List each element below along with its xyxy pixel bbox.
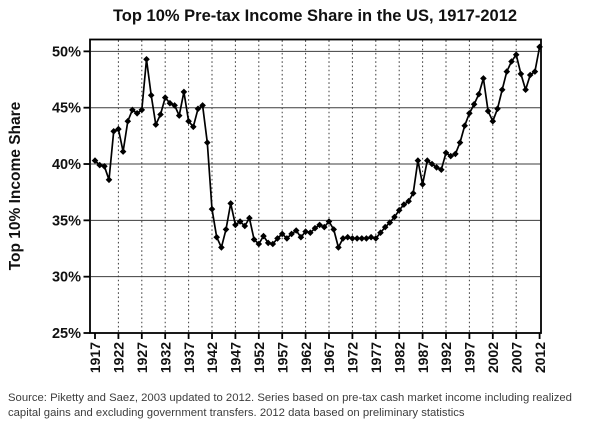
series-markers — [91, 43, 543, 251]
x-tick-label: 1982 — [391, 342, 407, 373]
x-tick-label: 1987 — [415, 342, 431, 373]
x-tick-label: 2012 — [532, 342, 548, 373]
x-tick-label: 1977 — [368, 342, 384, 373]
x-tick-label: 1952 — [251, 342, 267, 373]
x-tick-label: 1932 — [157, 342, 173, 373]
y-tick-label: 40% — [52, 157, 81, 173]
x-tick-label: 1962 — [298, 342, 314, 373]
source-note: Source: Piketty and Saez, 2003 updated t… — [8, 391, 606, 421]
x-tick-label: 1947 — [228, 342, 244, 373]
y-tick-label: 35% — [52, 213, 81, 229]
x-tick-label: 2007 — [508, 342, 524, 373]
x-tick-label: 2002 — [485, 342, 501, 373]
series-line — [94, 46, 541, 249]
y-axis-title: Top 10% Income Share — [7, 101, 24, 270]
source-note-line2: capital gains and excluding government t… — [8, 407, 465, 419]
x-tick-label: 1927 — [134, 342, 150, 373]
y-tick-label: 30% — [52, 270, 81, 286]
x-tick-label: 1992 — [438, 342, 454, 373]
plot-frame — [89, 38, 542, 334]
x-tick-label: 1972 — [345, 342, 361, 373]
x-tick-label: 1942 — [204, 342, 220, 373]
y-tick-label: 45% — [52, 101, 81, 117]
chart-title: Top 10% Pre-tax Income Share in the US, … — [112, 7, 518, 25]
y-tick-label: 25% — [52, 326, 81, 342]
y-tick-label: 50% — [52, 44, 81, 60]
source-note-line1: Source: Piketty and Saez, 2003 updated t… — [8, 392, 572, 404]
x-tick-label: 1967 — [321, 342, 337, 373]
x-tick-label: 1922 — [111, 342, 127, 373]
x-tick-label: 1997 — [462, 342, 478, 373]
x-tick-label: 1937 — [181, 342, 197, 373]
x-tick-label: 1917 — [87, 342, 103, 373]
x-tick-label: 1957 — [274, 342, 290, 373]
